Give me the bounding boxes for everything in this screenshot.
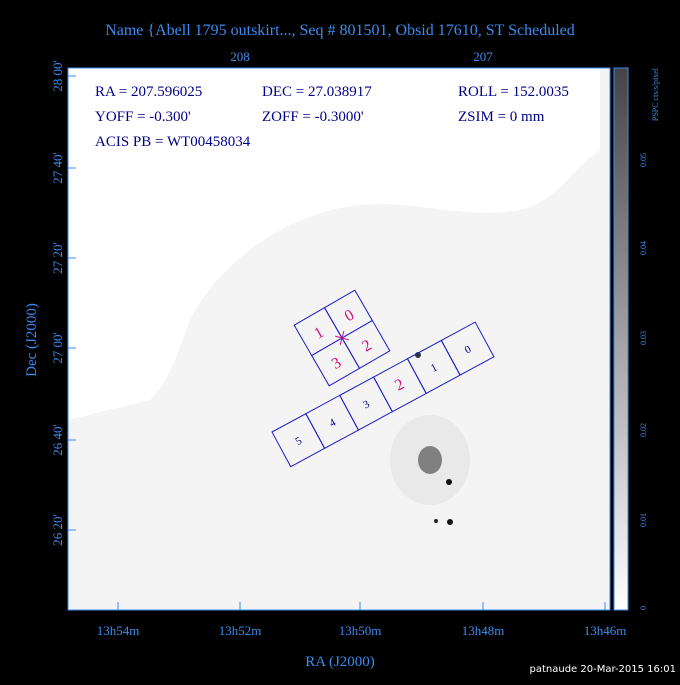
left-tick-label: 27 40' — [50, 152, 65, 184]
cluster-halo — [390, 415, 470, 505]
chip-label: 1 — [429, 362, 440, 375]
bottom-tick-label: 13h50m — [339, 623, 382, 638]
colorbar-tick-label: 0.01 — [639, 513, 648, 527]
chip-label: 4 — [327, 416, 338, 429]
chip — [440, 321, 495, 376]
colorbar-tick-label: 0.02 — [639, 423, 648, 437]
colorbar-tick-label: 0.03 — [639, 331, 648, 345]
source — [447, 519, 453, 525]
bottom-tick-label: 13h52m — [219, 623, 262, 638]
info-text: DEC = 27.038917 — [262, 84, 372, 100]
bottom-tick-label: 13h46m — [584, 623, 627, 638]
title: Name {Abell 1795 outskirt..., Seq # 8015… — [105, 22, 575, 39]
left-tick-label: 27 00' — [50, 332, 65, 364]
chip-label: 0 — [463, 343, 474, 356]
source — [434, 519, 438, 523]
aimpoint — [335, 331, 349, 345]
top-tick-label: 207 — [473, 49, 493, 64]
empty-region — [68, 68, 600, 420]
bottom-tick-label: 13h54m — [97, 623, 140, 638]
footer-stamp: patnaude 20-Mar-2015 16:01 — [530, 664, 677, 675]
top-tick-label: 208 — [230, 49, 250, 64]
info-text: ZSIM = 0 mm — [458, 109, 545, 125]
left-tick-label: 26 20' — [50, 514, 65, 546]
image — [67, 67, 611, 611]
chip-label: 3 — [361, 398, 372, 411]
left-tick-label: 28 00' — [50, 60, 65, 92]
info-text: RA = 207.596025 — [95, 84, 202, 100]
x-axis-label: RA (J2000) — [305, 654, 375, 670]
left-tick-label: 27 20' — [50, 242, 65, 274]
colorbar-tick-label: 0 — [639, 606, 648, 610]
frame — [67, 67, 611, 611]
colorbar-label: PSPC cts/s/pixel — [651, 67, 660, 121]
bottom-tick-label: 13h48m — [462, 623, 505, 638]
chip-label: 5 — [293, 435, 304, 448]
left-tick-label: 26 40' — [50, 424, 65, 456]
chip — [341, 319, 391, 369]
source — [446, 479, 452, 485]
info-text: ROLL = 152.0035 — [458, 84, 569, 100]
colorbar — [613, 67, 629, 611]
colorbar-tick-label: 0.04 — [639, 241, 648, 255]
info-text: ACIS PB = WT00458034 — [95, 134, 251, 150]
colorbar-tick-label: 0.05 — [639, 153, 648, 167]
info-text: YOFF = -0.300' — [95, 109, 191, 125]
y-axis-label: Dec (J2000) — [24, 303, 40, 377]
info-text: ZOFF = -0.3000' — [262, 109, 364, 125]
